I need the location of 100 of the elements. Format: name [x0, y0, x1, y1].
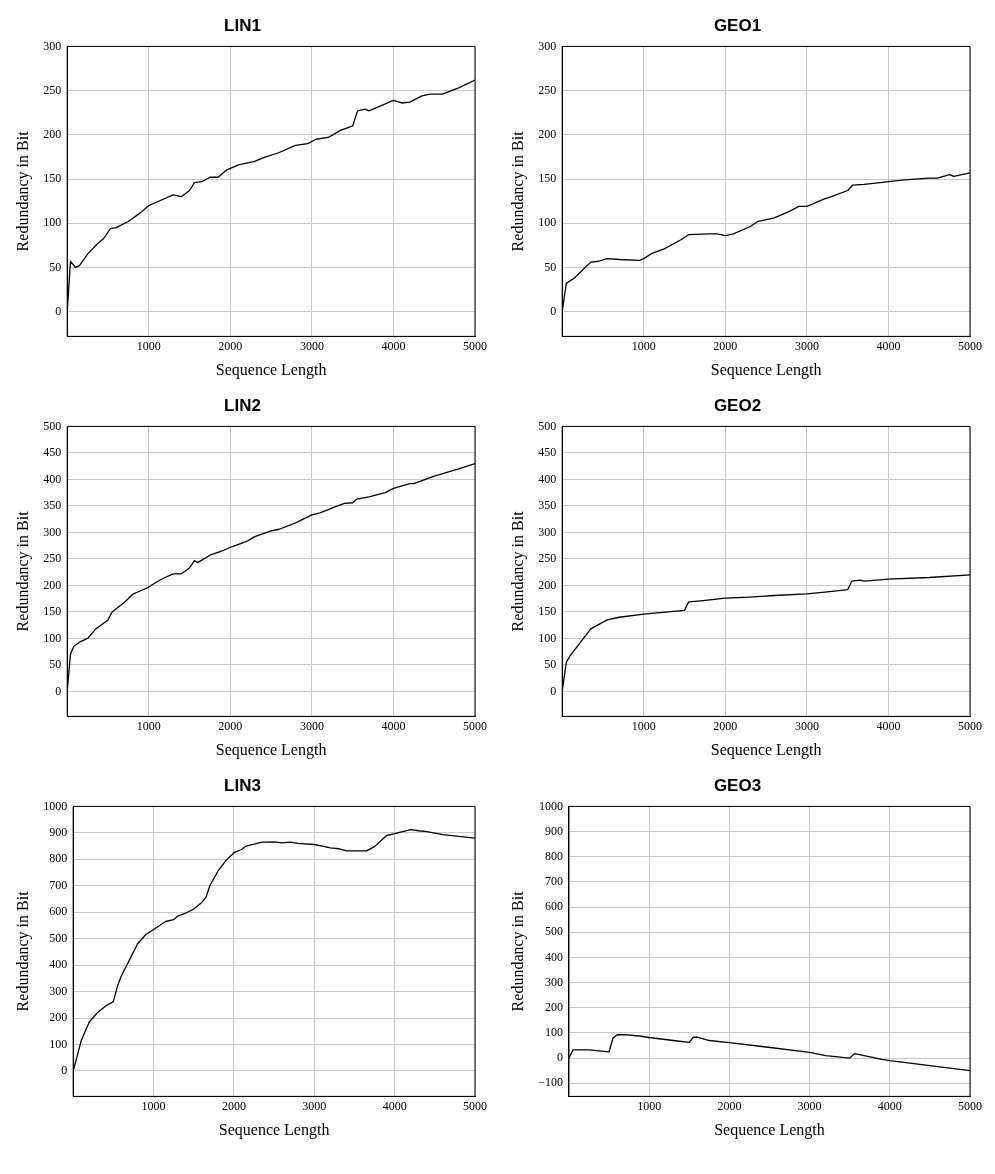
- x-tick-label: 3000: [302, 1098, 327, 1113]
- x-tick-label: 4000: [381, 718, 406, 733]
- x-axis-title: Sequence Length: [218, 1120, 330, 1139]
- x-tick-label: 2000: [717, 1098, 742, 1113]
- chart-title: GEO2: [713, 395, 762, 415]
- y-tick-label: 0: [550, 683, 557, 698]
- y-tick-label: 800: [49, 851, 68, 866]
- y-tick-label: 200: [544, 999, 563, 1014]
- y-tick-label: 450: [43, 445, 62, 460]
- y-axis-title: Redundancy in Bit: [508, 130, 527, 252]
- x-tick-label: 5000: [958, 1098, 982, 1113]
- y-axis-title: Redundancy in Bit: [13, 130, 32, 252]
- y-tick-label: 400: [538, 471, 557, 486]
- y-tick-label: 100: [538, 215, 557, 230]
- x-tick-label: 5000: [463, 718, 487, 733]
- y-axis-title: Redundancy in Bit: [508, 890, 527, 1012]
- x-axis-title: Sequence Length: [215, 360, 327, 379]
- x-tick-label: 3000: [797, 1098, 822, 1113]
- x-tick-label: 4000: [876, 718, 901, 733]
- y-tick-label: 100: [43, 215, 62, 230]
- y-tick-label: 300: [538, 38, 557, 53]
- y-tick-label: 900: [544, 823, 563, 838]
- x-tick-label: 3000: [299, 718, 324, 733]
- y-tick-label: 100: [544, 1025, 563, 1040]
- y-tick-label: 400: [49, 957, 68, 972]
- y-tick-label: 150: [538, 171, 557, 186]
- x-tick-label: 1000: [141, 1098, 166, 1113]
- y-tick-label: 900: [49, 825, 68, 840]
- chart-title: GEO3: [713, 775, 762, 795]
- y-tick-label: 500: [43, 418, 62, 433]
- x-tick-label: 5000: [958, 338, 982, 353]
- x-tick-label: 3000: [299, 338, 324, 353]
- y-tick-label: 250: [43, 82, 62, 97]
- y-tick-label: 100: [49, 1036, 68, 1051]
- y-tick-label: 700: [544, 874, 563, 889]
- x-tick-label: 3000: [794, 718, 819, 733]
- y-tick-label: 250: [43, 551, 62, 566]
- y-axis-title: Redundancy in Bit: [508, 510, 527, 632]
- y-tick-label: 400: [43, 471, 62, 486]
- y-tick-label: 800: [544, 848, 563, 863]
- y-tick-label: 150: [538, 604, 557, 619]
- y-axis-title: Redundancy in Bit: [13, 510, 32, 632]
- y-tick-label: 300: [43, 524, 62, 539]
- x-tick-label: 4000: [381, 338, 406, 353]
- y-tick-label: 50: [544, 259, 557, 274]
- y-tick-label: 200: [538, 126, 557, 141]
- x-axis-title: Sequence Length: [714, 1120, 825, 1139]
- x-tick-label: 4000: [877, 1098, 902, 1113]
- y-tick-label: 600: [544, 899, 563, 914]
- x-axis-title: Sequence Length: [710, 740, 822, 759]
- y-tick-label: 1000: [43, 798, 68, 813]
- y-tick-label: 0: [55, 303, 62, 318]
- y-tick-label: 700: [49, 877, 68, 892]
- y-tick-label: 350: [538, 498, 557, 513]
- y-tick-label: 250: [538, 82, 557, 97]
- y-tick-label: 200: [43, 126, 62, 141]
- y-tick-label: 0: [55, 683, 62, 698]
- y-tick-label: 500: [544, 924, 563, 939]
- y-tick-label: 250: [538, 551, 557, 566]
- x-tick-label: 1000: [631, 718, 656, 733]
- y-tick-label: 400: [544, 949, 563, 964]
- x-tick-label: 3000: [794, 338, 819, 353]
- x-tick-label: 4000: [876, 338, 901, 353]
- x-tick-label: 5000: [463, 338, 487, 353]
- x-tick-label: 2000: [713, 338, 738, 353]
- y-tick-label: 1000: [538, 798, 563, 813]
- y-tick-label: 0: [550, 303, 557, 318]
- y-tick-label: 100: [43, 630, 62, 645]
- y-tick-label: 300: [538, 524, 557, 539]
- x-tick-label: 4000: [382, 1098, 407, 1113]
- x-tick-label: 2000: [218, 338, 243, 353]
- y-tick-label: −100: [538, 1075, 563, 1090]
- y-tick-label: 600: [49, 904, 68, 919]
- x-tick-label: 1000: [637, 1098, 662, 1113]
- chart-title: LIN1: [224, 15, 261, 35]
- y-tick-label: 200: [43, 577, 62, 592]
- y-tick-label: 350: [43, 498, 62, 513]
- y-tick-label: 100: [538, 630, 557, 645]
- y-tick-label: 0: [556, 1050, 563, 1065]
- y-axis-title: Redundancy in Bit: [13, 890, 32, 1012]
- y-tick-label: 500: [49, 930, 68, 945]
- y-tick-label: 500: [538, 418, 557, 433]
- y-tick-label: 0: [61, 1063, 68, 1078]
- x-tick-label: 2000: [713, 718, 738, 733]
- chart-title: LIN2: [224, 395, 261, 415]
- chart-title: GEO1: [713, 15, 762, 35]
- y-tick-label: 450: [538, 445, 557, 460]
- y-tick-label: 150: [43, 604, 62, 619]
- x-tick-label: 5000: [463, 1098, 487, 1113]
- y-tick-label: 300: [43, 38, 62, 53]
- x-axis-title: Sequence Length: [215, 740, 327, 759]
- y-tick-label: 300: [49, 983, 68, 998]
- y-tick-label: 300: [544, 974, 563, 989]
- y-tick-label: 50: [49, 259, 62, 274]
- x-tick-label: 1000: [631, 338, 656, 353]
- y-tick-label: 50: [49, 657, 62, 672]
- y-tick-label: 200: [538, 577, 557, 592]
- x-tick-label: 2000: [221, 1098, 246, 1113]
- chart-title: LIN3: [224, 775, 261, 795]
- y-tick-label: 200: [49, 1010, 68, 1025]
